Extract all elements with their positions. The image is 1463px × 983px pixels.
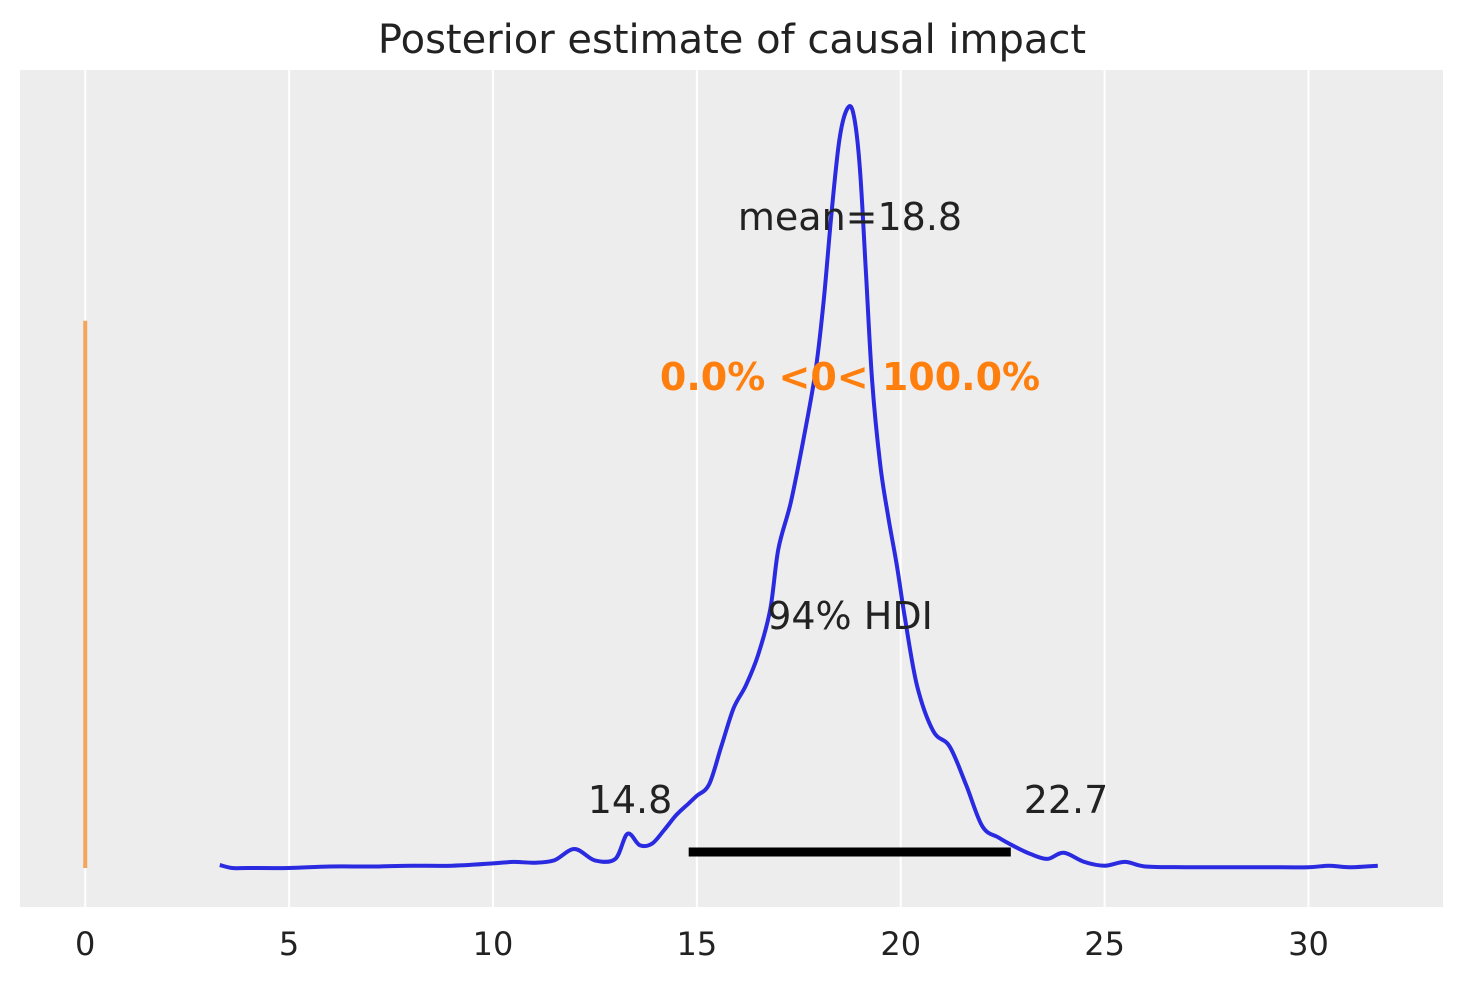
chart-title: Posterior estimate of causal impact bbox=[378, 17, 1086, 63]
grid-lines bbox=[84, 70, 1310, 907]
x-tick-label: 5 bbox=[279, 925, 299, 963]
plot-background bbox=[20, 70, 1443, 907]
density-curve bbox=[219, 104, 1378, 871]
x-tick-label: 30 bbox=[1288, 925, 1329, 963]
x-tick-label: 15 bbox=[676, 925, 717, 963]
x-tick-label: 20 bbox=[880, 925, 921, 963]
x-tick-label: 0 bbox=[75, 925, 95, 963]
hdi-low-value: 14.8 bbox=[588, 778, 673, 822]
hdi-high-value: 22.7 bbox=[1024, 778, 1109, 822]
reference-probability-annotation: 0.0% <0< 100.0% bbox=[660, 355, 1040, 399]
x-tick-label: 25 bbox=[1084, 925, 1125, 963]
mean-annotation: mean=18.8 bbox=[738, 195, 962, 239]
x-tick-label: 10 bbox=[473, 925, 514, 963]
hdi-label: 94% HDI bbox=[767, 594, 933, 638]
x-axis-ticks: 0 5 10 15 20 25 30 bbox=[75, 925, 1329, 963]
